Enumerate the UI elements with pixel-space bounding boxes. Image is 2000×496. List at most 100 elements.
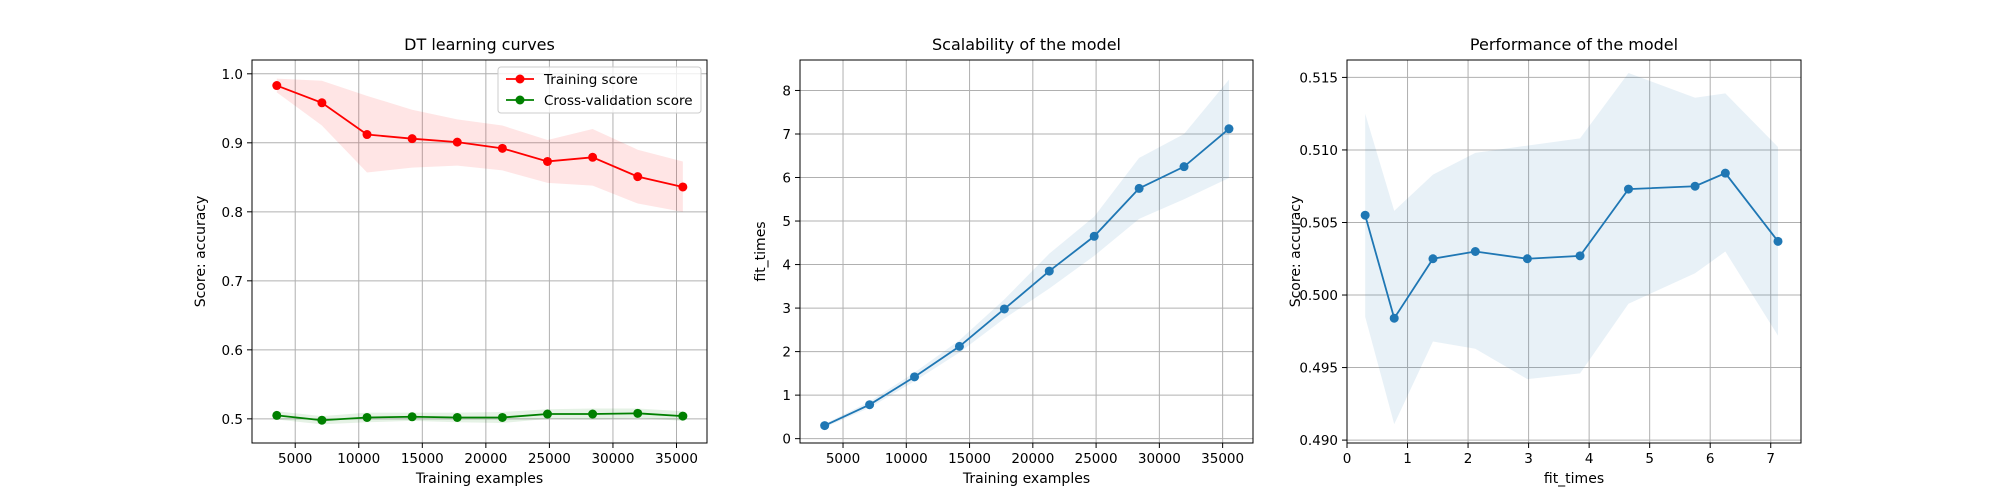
data-point: [999, 304, 1009, 314]
y-axis-label: Score: accuracy: [1288, 196, 1304, 308]
data-point: [1134, 183, 1144, 193]
y-axis-ticks: 0.490 0.495 0.500 0.505 0.510 0.515: [1299, 70, 1347, 449]
plot-frame: [799, 59, 1254, 444]
data-point: [407, 134, 417, 144]
data-point: [910, 372, 920, 382]
x-tick-label: 5000: [278, 451, 312, 467]
y-tick-label: 6: [782, 171, 791, 187]
learning-curves-panel: 5000 10000 15000 20000 25000 30000 35000 0.50.…: [193, 35, 708, 487]
data-point: [633, 408, 643, 418]
x-tick-label: 10000: [337, 451, 380, 467]
x-tick-label: 7: [1766, 451, 1775, 467]
y-tick-label: 2: [782, 345, 791, 361]
legend-marker-training: [515, 74, 525, 84]
series-line-0: [276, 84, 684, 188]
data-point: [1522, 254, 1532, 264]
legend-marker-cross-validation: [515, 95, 525, 105]
series-layer: [272, 78, 688, 425]
y-tick-label: 5: [782, 214, 791, 230]
x-tick-label: 0: [1343, 451, 1352, 467]
chart-title: DT learning curves: [404, 35, 555, 54]
x-tick-label: 2: [1464, 451, 1473, 467]
x-axis-label: Training examples: [962, 471, 1090, 487]
x-axis-ticks: 0 1 2 3 4 5 6 7: [1343, 443, 1775, 467]
data-point: [1470, 247, 1480, 256]
data-point: [954, 341, 964, 351]
series-line-0: [1364, 172, 1779, 321]
y-tick-label: 0.490: [1299, 433, 1338, 449]
legend-entry-cross-validation: Cross-validation score: [506, 93, 693, 109]
plot-frame: [251, 59, 708, 444]
y-tick-label: 0.7: [222, 274, 243, 290]
y-tick-label: 4: [782, 258, 791, 274]
x-axis-ticks: 5000 10000 15000 20000 25000 30000 35000: [826, 443, 1244, 467]
y-tick-label: 0.495: [1299, 361, 1338, 377]
x-axis-ticks: 5000 10000 15000 20000 25000 30000 35000: [278, 443, 698, 467]
y-tick-label: 0.8: [222, 205, 243, 221]
y-tick-label: 0: [782, 432, 791, 448]
data-point: [272, 410, 282, 420]
data-point: [1360, 210, 1370, 220]
data-point: [542, 409, 552, 419]
x-tick-label: 25000: [1075, 451, 1118, 467]
series-layer: [1360, 73, 1783, 425]
x-tick-label: 35000: [1201, 451, 1244, 467]
x-tick-label: 30000: [1138, 451, 1181, 467]
y-tick-label: 0.6: [222, 343, 243, 359]
x-tick-label: 5: [1645, 451, 1654, 467]
x-axis-label: fit_times: [1544, 471, 1604, 487]
data-point: [1575, 251, 1585, 261]
scalability-panel: 5000 10000 15000 20000 25000 30000 35000 0 1 2 3 4…: [753, 35, 1254, 487]
data-point: [678, 411, 688, 421]
data-point: [1773, 236, 1783, 246]
x-tick-label: 15000: [948, 451, 991, 467]
confidence-band-1: [276, 408, 683, 425]
series-line-0: [824, 128, 1230, 427]
data-point: [317, 98, 327, 108]
data-point: [1428, 254, 1438, 264]
y-axis-ticks: 0 1 2 3 4 5 6 7 8: [782, 83, 800, 448]
x-tick-label: 4: [1585, 451, 1594, 467]
data-point: [1690, 181, 1700, 191]
data-point: [820, 421, 830, 431]
legend-box: [497, 66, 702, 114]
data-point: [1389, 313, 1399, 323]
x-tick-label: 30000: [591, 451, 634, 467]
data-point: [1179, 162, 1189, 172]
x-axis-label: Training examples: [415, 471, 543, 487]
data-point: [1224, 124, 1234, 134]
plot-frame: [1346, 59, 1802, 444]
y-tick-label: 0.5: [222, 412, 243, 428]
data-point: [865, 400, 875, 410]
data-point: [497, 143, 507, 153]
y-tick-label: 0.500: [1299, 288, 1338, 304]
x-tick-label: 6: [1706, 451, 1715, 467]
legend-label-cross-validation: Cross-validation score: [544, 93, 693, 109]
series-line-1: [276, 412, 683, 422]
y-tick-label: 0.515: [1299, 70, 1338, 86]
data-point: [633, 172, 643, 182]
data-point: [407, 412, 417, 422]
y-axis-ticks: 0.5 0.6 0.7 0.8 0.9 1.0: [222, 67, 252, 428]
data-point: [1623, 184, 1633, 194]
chart-title: Performance of the model: [1470, 35, 1678, 54]
y-axis-label: fit_times: [753, 221, 769, 281]
series-layer: [820, 79, 1234, 431]
x-tick-label: 10000: [885, 451, 928, 467]
data-point: [1720, 168, 1730, 178]
data-point: [317, 415, 327, 425]
legend-label-training: Training score: [543, 72, 638, 88]
data-point: [588, 152, 598, 162]
y-tick-label: 3: [782, 301, 791, 317]
confidence-band-0: [1365, 73, 1778, 425]
data-point: [588, 409, 598, 419]
data-point: [542, 156, 552, 166]
y-tick-label: 1.0: [222, 67, 243, 83]
y-tick-label: 1: [782, 388, 791, 404]
x-tick-label: 35000: [655, 451, 698, 467]
data-point: [452, 137, 462, 147]
chart-title: Scalability of the model: [932, 35, 1121, 54]
